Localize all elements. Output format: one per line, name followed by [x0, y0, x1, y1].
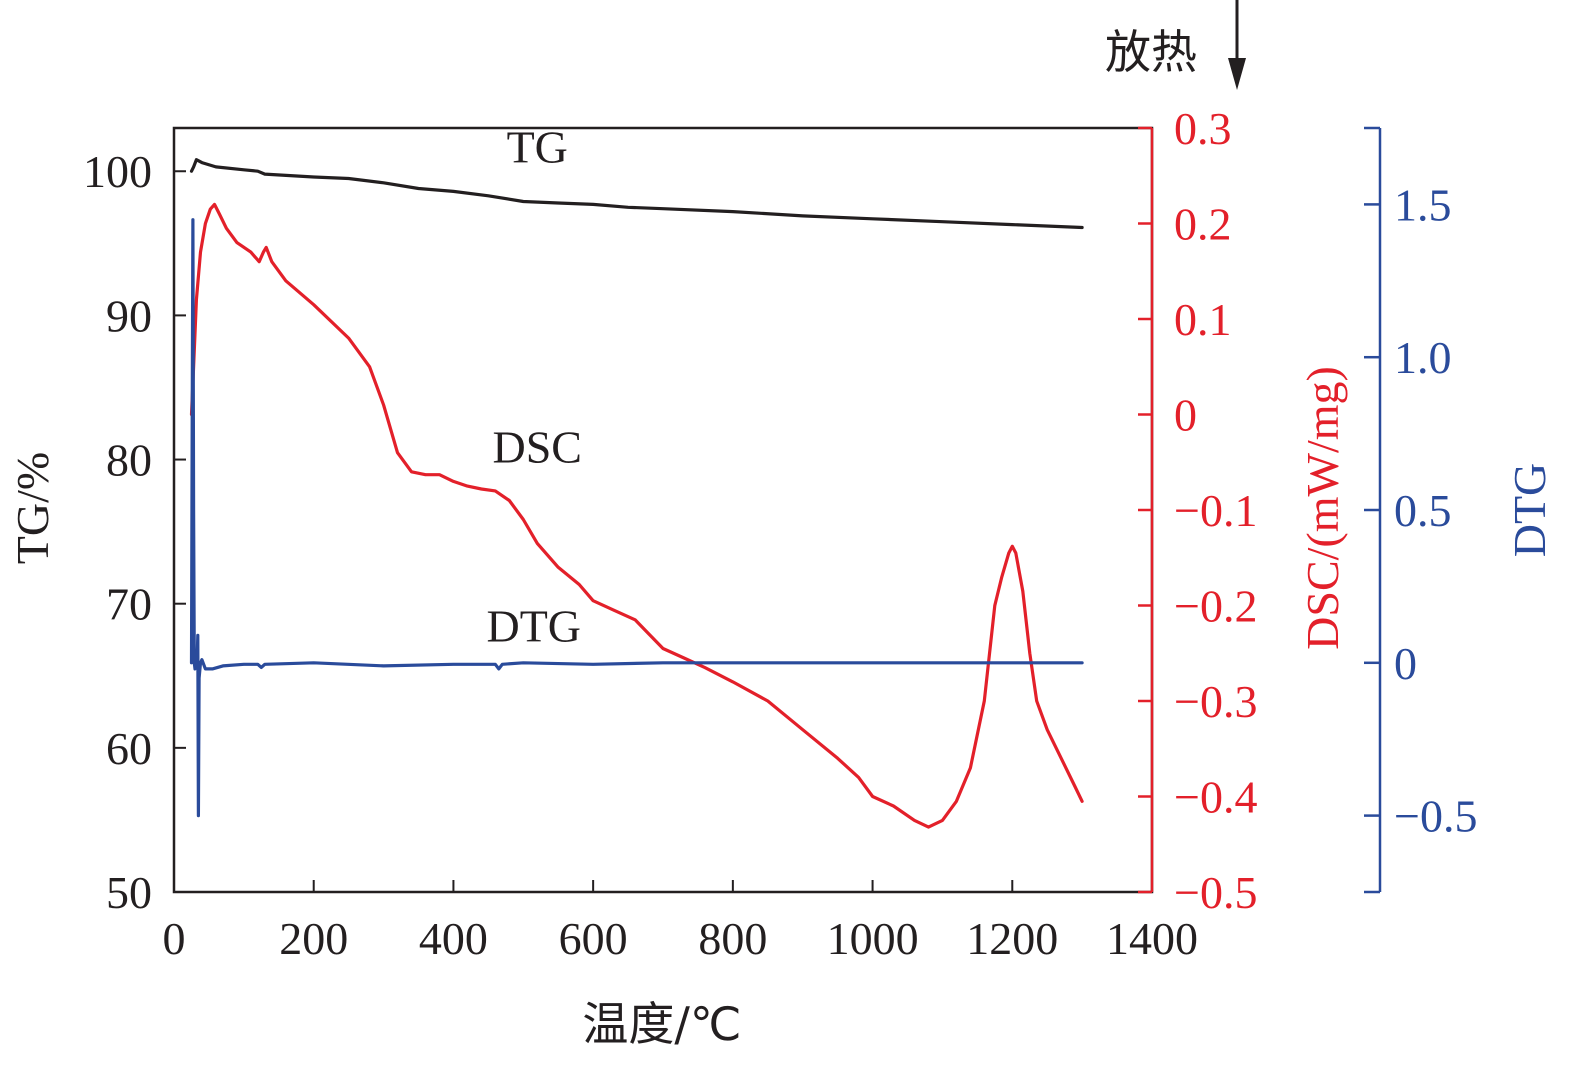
series-tg-label: TG	[507, 122, 568, 173]
x-axis: 0 200 400 600 800 1000 1200 1400	[163, 880, 1198, 964]
series-dsc-label: DSC	[493, 421, 582, 472]
dtg-tick-label: 1.5	[1394, 179, 1452, 230]
dsc-axis: −0.5 −0.4 −0.3 −0.2 −0.1 0 0.1 0.2 0.3	[1138, 103, 1257, 918]
x-axis-label: 温度/℃	[582, 997, 741, 1051]
series-tg-line	[189, 158, 1084, 230]
x-tick-label: 200	[279, 913, 348, 964]
exotherm-arrow-icon	[1228, 0, 1246, 90]
dsc-tick-label: 0	[1174, 390, 1197, 441]
series-dtg-label: DTG	[486, 600, 581, 651]
tg-tick-label: 90	[106, 290, 152, 341]
x-tick-label: 1400	[1106, 913, 1198, 964]
dsc-tick-label: 0.3	[1174, 103, 1232, 154]
dtg-axis-label: DTG	[1504, 463, 1555, 558]
series-dsc-line	[189, 202, 1084, 829]
x-tick-label: 1000	[827, 913, 919, 964]
x-tick-label: 1200	[966, 913, 1058, 964]
dsc-tick-label: 0.1	[1174, 294, 1232, 345]
tg-axis: 50 60 70 80 90 100	[83, 146, 186, 918]
dtg-tick-label: 1.0	[1394, 332, 1452, 383]
exotherm-label: 放热	[1105, 25, 1197, 79]
plot-border	[172, 126, 1154, 894]
x-tick-label: 600	[559, 913, 628, 964]
dtg-tick-label: 0.5	[1394, 485, 1452, 536]
x-tick-label: 400	[419, 913, 488, 964]
tg-tick-label: 60	[106, 723, 152, 774]
tg-tick-label: 100	[83, 146, 152, 197]
x-tick-label: 0	[163, 913, 186, 964]
series-layer	[189, 158, 1084, 829]
plot-frame	[172, 126, 1154, 894]
dsc-axis-label: DSC/(mW/mg)	[1297, 366, 1348, 650]
dsc-tick-label: −0.1	[1174, 485, 1257, 536]
tg-tick-label: 50	[106, 867, 152, 918]
dtg-axis: −0.5 0 0.5 1.0 1.5	[1364, 126, 1477, 894]
dtg-tick-label: −0.5	[1394, 791, 1477, 842]
tg-tick-label: 70	[106, 579, 152, 630]
series-dtg-line	[189, 218, 1084, 818]
tg-axis-label: TG/%	[7, 452, 58, 564]
dsc-tick-label: −0.4	[1174, 772, 1257, 823]
tg-tick-label: 80	[106, 435, 152, 486]
dsc-tick-label: −0.2	[1174, 581, 1257, 632]
dtg-tick-label: 0	[1394, 638, 1417, 689]
x-tick-label: 800	[698, 913, 767, 964]
dsc-tick-label: −0.3	[1174, 676, 1257, 727]
dsc-tick-label: 0.2	[1174, 199, 1232, 250]
dsc-tick-label: −0.5	[1174, 867, 1257, 918]
series-labels: TG DSC DTG	[486, 122, 582, 652]
